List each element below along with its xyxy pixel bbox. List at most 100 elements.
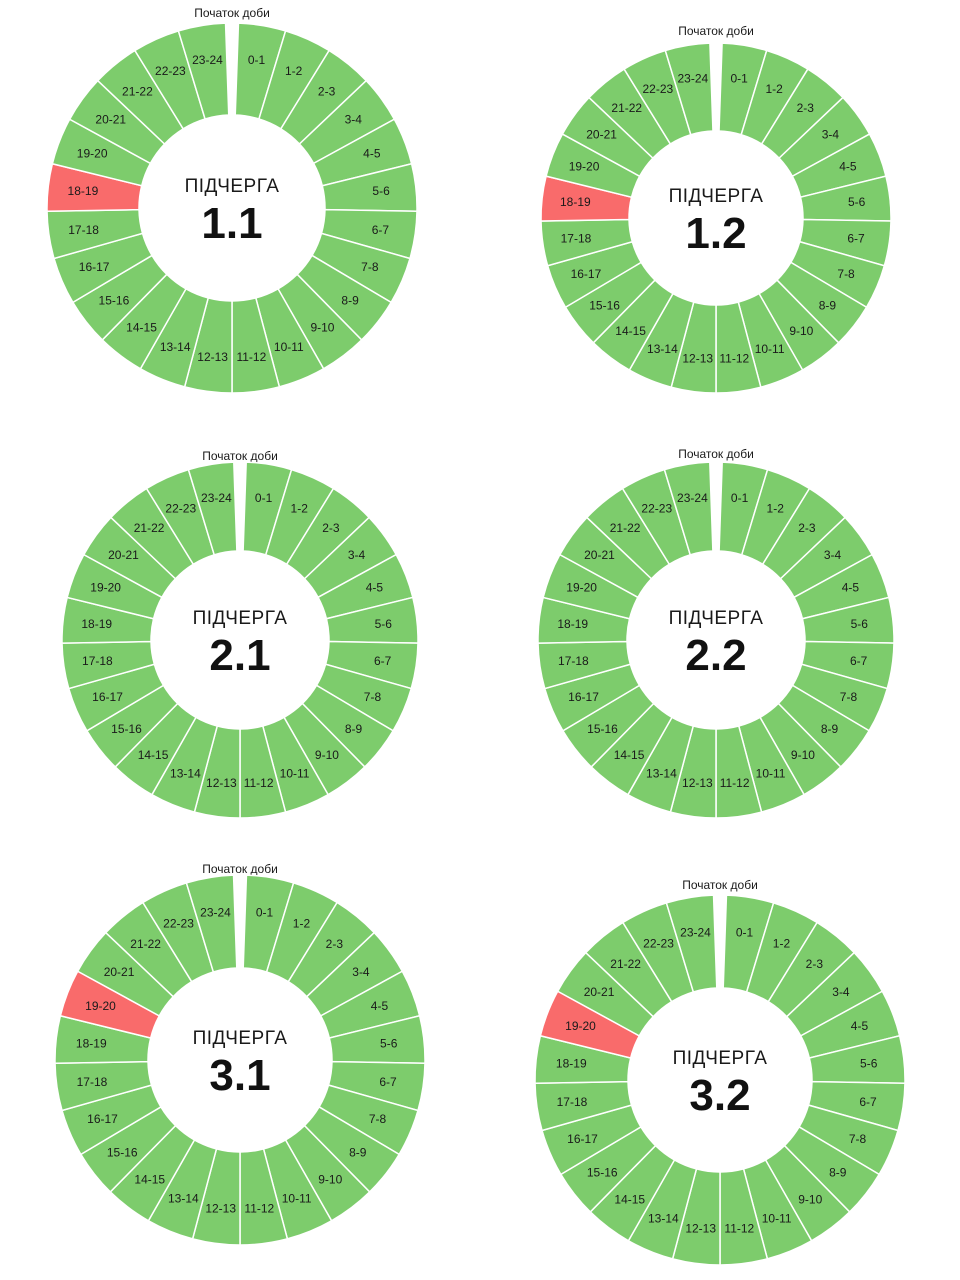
hour-label: 20-21 xyxy=(95,113,126,127)
hour-label: 17-18 xyxy=(557,1095,588,1109)
hour-label: 2-3 xyxy=(322,521,340,535)
hour-label: 19-20 xyxy=(77,147,108,161)
subqueue-wheel-2-1: Початок доби 0-1 1-2 2-3 3-4 4-5 5-6 6-7 7-8 8-9 9… xyxy=(61,449,419,819)
hour-label: 4-5 xyxy=(371,999,389,1013)
hour-label: 17-18 xyxy=(68,223,99,237)
hour-segment-23-24[interactable] xyxy=(187,461,238,556)
hour-label: 17-18 xyxy=(82,654,113,668)
hour-label: 20-21 xyxy=(584,548,615,562)
hour-label: 9-10 xyxy=(798,1192,822,1206)
hour-label: 0-1 xyxy=(731,491,749,505)
hour-label: 15-16 xyxy=(587,1165,618,1179)
hour-label: 16-17 xyxy=(92,690,123,704)
hour-label: 0-1 xyxy=(736,925,754,939)
hour-label: 12-13 xyxy=(682,776,713,790)
hour-label: 18-19 xyxy=(556,1056,587,1070)
hour-label: 10-11 xyxy=(756,766,786,780)
hour-label: 5-6 xyxy=(851,617,869,631)
hour-label: 0-1 xyxy=(248,53,266,67)
hour-label: 8-9 xyxy=(821,722,839,736)
hour-label: 8-9 xyxy=(345,722,363,736)
hour-label: 14-15 xyxy=(134,1172,165,1186)
hour-label: 12-13 xyxy=(682,351,713,365)
hour-label: 13-14 xyxy=(648,1212,679,1226)
subqueue-number: 3.1 xyxy=(209,1051,270,1100)
hour-label: 10-11 xyxy=(280,766,310,780)
hour-label: 0-1 xyxy=(256,905,274,919)
hour-label: 23-24 xyxy=(201,491,232,505)
hour-label: 5-6 xyxy=(372,184,390,198)
hour-label: 14-15 xyxy=(126,321,157,335)
hour-label: 1-2 xyxy=(773,937,791,951)
hour-label: 18-19 xyxy=(68,184,99,198)
hour-label: 6-7 xyxy=(379,1075,397,1089)
hour-label: 2-3 xyxy=(318,85,336,99)
hour-label: 8-9 xyxy=(829,1165,847,1179)
hour-label: 21-22 xyxy=(122,85,153,99)
hour-label: 16-17 xyxy=(571,267,602,281)
subqueue-title: ПІДЧЕРГА xyxy=(673,1048,768,1069)
hour-label: 2-3 xyxy=(806,957,824,971)
hour-segment-23-24[interactable] xyxy=(665,894,718,993)
hour-label: 14-15 xyxy=(138,748,169,762)
hour-label: 9-10 xyxy=(315,748,339,762)
hour-label: 11-12 xyxy=(236,350,266,364)
hour-segment-23-24[interactable] xyxy=(664,42,714,136)
hour-label: 18-19 xyxy=(81,617,112,631)
hour-label: 23-24 xyxy=(677,71,708,85)
hour-label: 12-13 xyxy=(685,1221,716,1235)
hour-segment-23-24[interactable] xyxy=(663,461,714,556)
subqueue-wheel-1-1: Початок доби 0-1 1-2 2-3 3-4 4-5 5-6 6-7 7-8 8-9 9… xyxy=(46,6,418,394)
hour-label: 7-8 xyxy=(369,1112,387,1126)
hour-segment-23-24[interactable] xyxy=(177,22,230,120)
hour-label: 2-3 xyxy=(797,101,815,115)
hour-label: 10-11 xyxy=(274,340,304,354)
hour-label: 6-7 xyxy=(859,1095,877,1109)
hour-label: 10-11 xyxy=(755,342,785,356)
subqueue-wheel-2-2: Початок доби 0-1 1-2 2-3 3-4 4-5 5-6 6-7 7-8 8-9 9… xyxy=(537,447,895,819)
hour-segment-23-24[interactable] xyxy=(185,874,238,973)
hour-label: 5-6 xyxy=(375,617,393,631)
subqueue-wheel-3-2: Початок доби 0-1 1-2 2-3 3-4 4-5 5-6 6-7 7-8 8-9 9… xyxy=(534,878,906,1266)
subqueue-title: ПІДЧЕРГА xyxy=(669,608,764,629)
hour-label: 3-4 xyxy=(348,548,366,562)
hour-label: 17-18 xyxy=(77,1075,108,1089)
hour-label: 22-23 xyxy=(163,917,194,931)
hour-label: 9-10 xyxy=(791,748,815,762)
hour-label: 22-23 xyxy=(165,502,196,516)
hour-label: 15-16 xyxy=(587,722,618,736)
hour-label: 16-17 xyxy=(567,1132,598,1146)
hour-label: 20-21 xyxy=(108,548,139,562)
hour-label: 23-24 xyxy=(192,53,223,67)
hour-label: 4-5 xyxy=(363,147,381,161)
hour-label: 14-15 xyxy=(615,324,646,338)
hour-label: 20-21 xyxy=(586,128,617,142)
hour-label: 9-10 xyxy=(789,324,813,338)
hour-label: 13-14 xyxy=(160,340,191,354)
hour-label: 3-4 xyxy=(352,965,370,979)
day-start-label: Початок доби xyxy=(682,878,758,892)
hour-label: 4-5 xyxy=(842,581,860,595)
hour-label: 12-13 xyxy=(197,350,228,364)
hour-label: 3-4 xyxy=(824,548,842,562)
hour-label: 19-20 xyxy=(90,581,121,595)
subqueue-number: 2.1 xyxy=(209,631,270,680)
hour-label: 6-7 xyxy=(847,232,865,246)
hour-label: 11-12 xyxy=(724,1221,754,1235)
hour-label: 8-9 xyxy=(349,1145,367,1159)
hour-label: 4-5 xyxy=(851,1019,869,1033)
hour-label: 3-4 xyxy=(822,128,840,142)
hour-label: 11-12 xyxy=(244,1201,274,1215)
hour-label: 21-22 xyxy=(610,521,641,535)
subqueue-title: ПІДЧЕРГА xyxy=(185,176,280,197)
subqueue-number: 1.1 xyxy=(201,199,262,248)
day-start-label: Початок доби xyxy=(202,862,278,876)
hour-label: 3-4 xyxy=(832,985,850,999)
hour-label: 22-23 xyxy=(643,82,674,96)
hour-label: 13-14 xyxy=(646,766,677,780)
hour-label: 21-22 xyxy=(610,957,641,971)
hour-label: 21-22 xyxy=(134,521,165,535)
hour-label: 13-14 xyxy=(168,1192,199,1206)
hour-label: 1-2 xyxy=(285,64,303,78)
hour-label: 18-19 xyxy=(557,617,588,631)
